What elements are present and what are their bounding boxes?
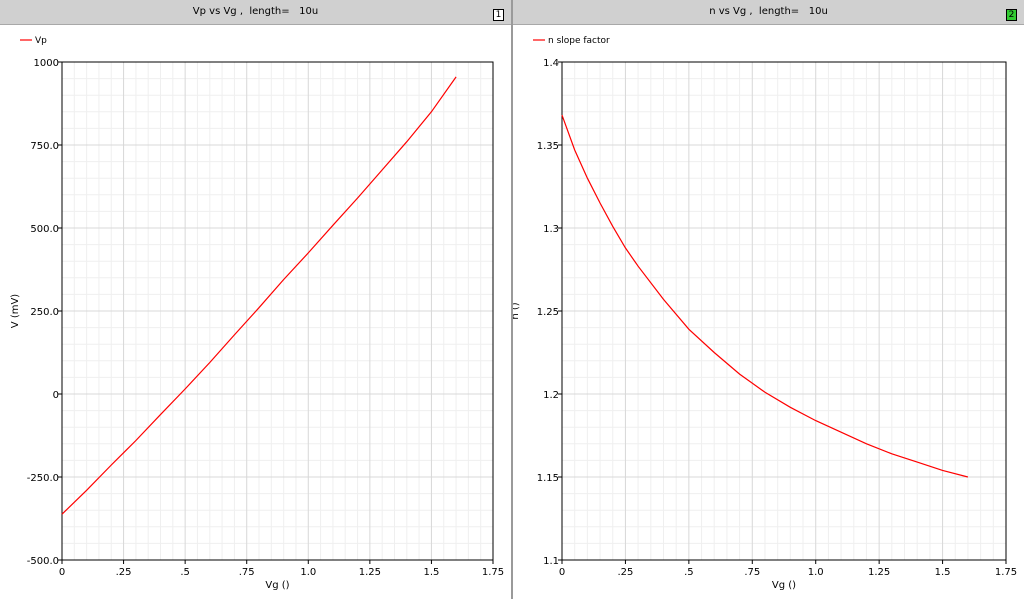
y-axis-label: V (mV) xyxy=(10,294,21,329)
panel-divider[interactable] xyxy=(511,0,513,599)
x-tick-label: 0 xyxy=(559,567,565,578)
x-tick-label: .5 xyxy=(180,567,190,578)
y-tick-label: 500.0 xyxy=(30,224,59,235)
chart-panel-vp: Vp vs Vg , length= 10u 1 0 .25 .5 .75 1.0 1.2… xyxy=(0,0,511,599)
x-tick-label: 1.0 xyxy=(300,567,316,578)
y-tick-label: 1.15 xyxy=(537,473,559,484)
x-tick-label: 1.25 xyxy=(359,567,381,578)
x-axis-label: Vg () xyxy=(772,580,796,591)
y-tick-label: 1.4 xyxy=(543,58,559,69)
x-tick-label: .75 xyxy=(239,567,255,578)
chart-title: n vs Vg , length= 10u xyxy=(709,6,828,17)
panel-titlebar: n vs Vg , length= 10u 2 xyxy=(513,0,1024,25)
y-tick-label: -500.0 xyxy=(27,556,59,567)
y-tick-label: -250.0 xyxy=(27,473,59,484)
legend-label: n slope factor xyxy=(548,36,610,46)
x-tick-label: 0 xyxy=(59,567,65,578)
x-tick-label: 1.25 xyxy=(868,567,890,578)
x-tick-label: 1.5 xyxy=(935,567,951,578)
x-tick-label: .25 xyxy=(116,567,132,578)
y-tick-label: 1.3 xyxy=(543,224,559,235)
panel-number-badge[interactable]: 2 xyxy=(1006,9,1017,21)
x-tick-label: 1.5 xyxy=(423,567,439,578)
x-tick-label: 1.75 xyxy=(995,567,1017,578)
y-tick-label: 250.0 xyxy=(30,307,59,318)
x-tick-label: 1.75 xyxy=(482,567,504,578)
y-tick-label: 1.2 xyxy=(543,390,559,401)
chart-title: Vp vs Vg , length= 10u xyxy=(192,6,319,17)
legend-label: Vp xyxy=(35,36,47,46)
y-tick-label: 750.0 xyxy=(30,141,59,152)
panel-number-badge[interactable]: 1 xyxy=(493,9,504,21)
x-tick-label: .5 xyxy=(684,567,694,578)
x-tick-label: 1.0 xyxy=(808,567,824,578)
y-tick-label: 0 xyxy=(53,390,59,401)
y-tick-label: 1.1 xyxy=(543,556,559,567)
y-axis-label: n () xyxy=(513,302,521,319)
series-line xyxy=(61,76,457,515)
series-line xyxy=(561,114,969,478)
x-axis-label: Vg () xyxy=(265,580,289,591)
vp-chart-svg: 0 .25 .5 .75 1.0 1.25 1.5 1.75 -500.0 -250.0 0 250.… xyxy=(10,36,504,591)
panel-titlebar: Vp vs Vg , length= 10u 1 xyxy=(0,0,511,25)
n-chart-svg: 0 .25 .5 .75 1.0 1.25 1.5 1.75 1.1 1.15 1.2 1.25 1.3… xyxy=(513,36,1017,591)
y-tick-label: 1000 xyxy=(34,58,59,69)
y-tick-label: 1.25 xyxy=(537,307,559,318)
x-tick-label: .25 xyxy=(617,567,633,578)
y-tick-label: 1.35 xyxy=(537,141,559,152)
chart-panel-n: n vs Vg , length= 10u 2 0 .25 .5 .75 1.0 1.25… xyxy=(513,0,1024,599)
x-tick-label: .75 xyxy=(744,567,760,578)
